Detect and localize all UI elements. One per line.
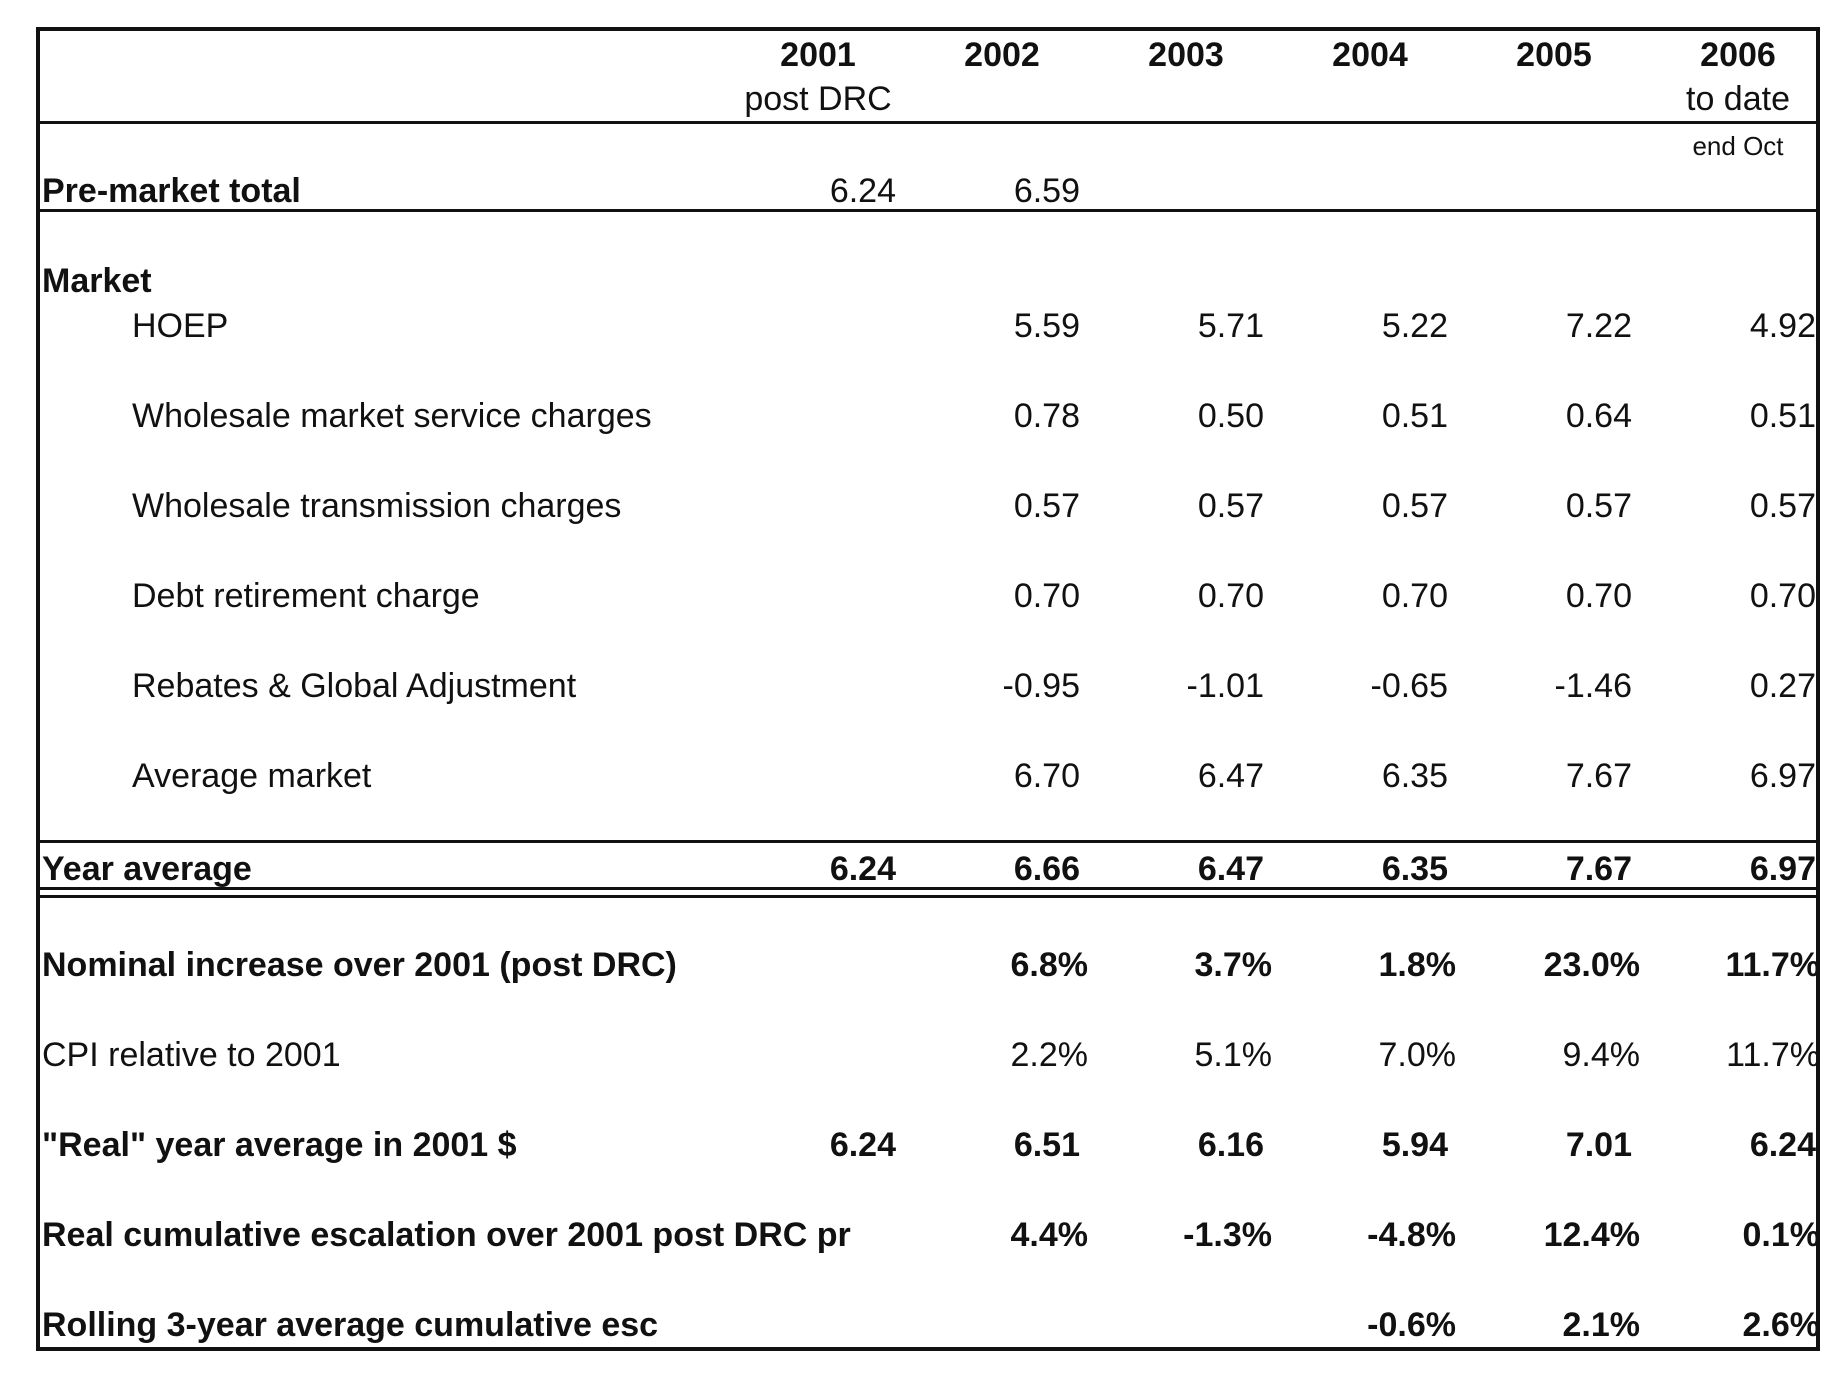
market-row-value: 0.27 <box>1749 667 1816 705</box>
summary-row-value: 2.2% <box>1010 1036 1089 1074</box>
double-rule-upper <box>40 887 1816 890</box>
summary-row-label: "Real" year average in 2001 $ <box>42 1126 517 1164</box>
market-row-value: 0.51 <box>1749 397 1816 435</box>
summary-row-value: 7.01 <box>1565 1126 1632 1164</box>
pre-market-value: 6.59 <box>1013 172 1080 210</box>
market-row-label: Wholesale market service charges <box>132 397 652 435</box>
market-row-value: 0.57 <box>1565 487 1632 525</box>
summary-row-value: 6.24 <box>1749 1126 1816 1164</box>
market-row-value: 5.71 <box>1197 307 1264 345</box>
market-section-label: Market <box>42 262 152 300</box>
year-header-2002: 2002 <box>964 36 1040 74</box>
summary-row-value: 23.0% <box>1543 946 1640 984</box>
year-subheader-2001: post DRC <box>744 80 892 118</box>
double-rule-lower <box>40 895 1816 898</box>
summary-row-value: 5.1% <box>1194 1036 1273 1074</box>
summary-row-value: 4.4% <box>1010 1216 1089 1254</box>
year-average-value: 6.47 <box>1197 850 1264 888</box>
price-table: 2001 post DRC 2002 2003 2004 2005 2006 to date e… <box>36 27 1820 1351</box>
market-row-value: 6.47 <box>1197 757 1264 795</box>
market-row-label: Debt retirement charge <box>132 577 480 615</box>
year-header-2003: 2003 <box>1148 36 1224 74</box>
market-row-value: 0.57 <box>1197 487 1264 525</box>
summary-row-value: 0.1% <box>1742 1216 1821 1254</box>
summary-row-label: CPI relative to 2001 <box>42 1036 341 1074</box>
market-row-value: 0.51 <box>1381 397 1448 435</box>
market-row-value: -0.65 <box>1370 667 1449 705</box>
summary-row-label: Real cumulative escalation over 2001 pos… <box>42 1216 851 1254</box>
summary-row-value: 1.8% <box>1378 946 1457 984</box>
summary-row-value: -4.8% <box>1367 1216 1456 1254</box>
year-average-value: 6.24 <box>829 850 896 888</box>
summary-row-value: -1.3% <box>1183 1216 1272 1254</box>
summary-row-value: 6.51 <box>1013 1126 1080 1164</box>
year-average-top-divider <box>40 840 1816 843</box>
summary-row-value: 6.8% <box>1010 946 1089 984</box>
market-row-value: 0.57 <box>1381 487 1448 525</box>
year-header-2005: 2005 <box>1516 36 1592 74</box>
market-row-value: 0.50 <box>1197 397 1264 435</box>
year-average-value: 6.97 <box>1749 850 1816 888</box>
market-row-value: 0.78 <box>1013 397 1080 435</box>
summary-row-value: 11.7% <box>1726 1036 1820 1074</box>
summary-row-value: 12.4% <box>1543 1216 1640 1254</box>
market-row-label: HOEP <box>132 307 229 345</box>
market-row-label: Rebates & Global Adjustment <box>132 667 577 705</box>
header-divider <box>40 121 1816 124</box>
year-header-2004: 2004 <box>1332 36 1408 74</box>
market-row-value: 4.92 <box>1749 307 1816 345</box>
market-row-value: 0.64 <box>1565 397 1632 435</box>
summary-row-value: 7.0% <box>1378 1036 1457 1074</box>
pre-market-label: Pre-market total <box>42 172 301 210</box>
year-header-2006: 2006 <box>1700 36 1776 74</box>
market-row-value: 0.70 <box>1381 577 1448 615</box>
market-row-value: 5.59 <box>1013 307 1080 345</box>
market-row-value: 0.70 <box>1565 577 1632 615</box>
year-average-value: 6.66 <box>1013 850 1080 888</box>
summary-row-label: Nominal increase over 2001 (post DRC) <box>42 946 677 984</box>
summary-row-label: Rolling 3-year average cumulative esc <box>42 1306 659 1344</box>
market-row-value: -1.01 <box>1186 667 1265 705</box>
year-average-value: 6.35 <box>1381 850 1448 888</box>
market-row-value: -1.46 <box>1554 667 1633 705</box>
market-row-label: Average market <box>132 757 372 795</box>
market-row-label: Wholesale transmission charges <box>132 487 622 525</box>
market-row-value: 0.70 <box>1197 577 1264 615</box>
market-row-value: 6.97 <box>1749 757 1816 795</box>
end-oct-note: end Oct <box>1692 131 1784 161</box>
summary-row-value: 11.7% <box>1725 946 1820 984</box>
market-row-value: 0.57 <box>1013 487 1080 525</box>
pre-market-value: 6.24 <box>829 172 896 210</box>
summary-row-value: 2.6% <box>1742 1306 1821 1344</box>
market-row-value: 7.67 <box>1565 757 1632 795</box>
summary-row-value: 9.4% <box>1562 1036 1641 1074</box>
summary-row-value: 5.94 <box>1381 1126 1448 1164</box>
year-subheader-2006: to date <box>1686 80 1790 118</box>
market-row-value: -0.95 <box>1002 667 1081 705</box>
summary-row-value: 6.16 <box>1197 1126 1264 1164</box>
year-header-2001: 2001 <box>780 36 856 74</box>
market-row-value: 0.70 <box>1749 577 1816 615</box>
year-average-label: Year average <box>42 850 252 888</box>
pre-market-divider <box>40 209 1816 212</box>
summary-row-value: 2.1% <box>1562 1306 1641 1344</box>
market-row-value: 0.70 <box>1013 577 1080 615</box>
market-row-value: 6.70 <box>1013 757 1080 795</box>
market-row-value: 6.35 <box>1381 757 1448 795</box>
year-average-value: 7.67 <box>1565 850 1632 888</box>
market-row-value: 5.22 <box>1381 307 1448 345</box>
summary-row-value: 6.24 <box>829 1126 896 1164</box>
market-row-value: 0.57 <box>1749 487 1816 525</box>
market-row-value: 7.22 <box>1565 307 1632 345</box>
summary-row-value: 3.7% <box>1194 946 1273 984</box>
summary-row-value: -0.6% <box>1367 1306 1456 1344</box>
